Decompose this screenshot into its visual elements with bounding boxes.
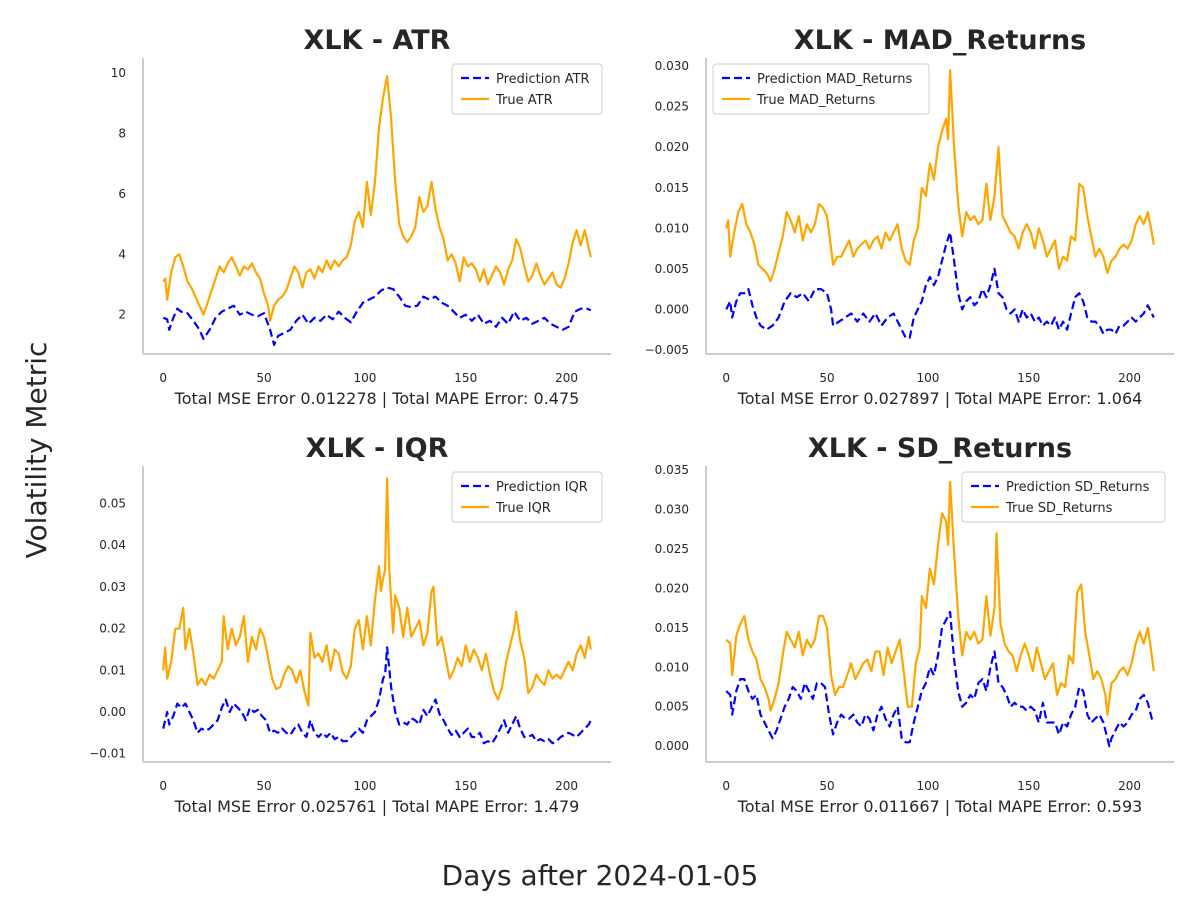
- figure-x-label: Days after 2024-01-05: [442, 859, 759, 892]
- y-tick-label: 0.05: [99, 497, 126, 511]
- true-line: [162, 477, 592, 707]
- subplot-2: 0 50 100 150 200 −0.005 0.000 0.005 0.010 0.015 0.…: [645, 25, 1174, 408]
- x-tick-label: 150: [1017, 779, 1040, 793]
- y-tick-label: 0.04: [99, 538, 126, 552]
- legend-box: [451, 471, 603, 523]
- legend-label: True SD_Returns: [1005, 501, 1113, 516]
- x-tick-label: 200: [1118, 779, 1141, 793]
- prediction-line: [725, 231, 1155, 339]
- y-tick-label: 0.005: [655, 262, 689, 276]
- y-tick-label: 0.020: [655, 140, 689, 154]
- x-tick-label: 0: [722, 779, 730, 793]
- y-tick-label: 0.01: [99, 663, 126, 677]
- x-tick-label: 50: [819, 779, 834, 793]
- y-tick-label: 0.000: [655, 302, 689, 316]
- subplot-x-label: Total MSE Error 0.025761 | Total MAPE Er…: [174, 797, 580, 816]
- prediction-line: [162, 646, 592, 745]
- y-tick-label: 0.025: [655, 542, 689, 556]
- y-tick-label: −0.005: [645, 343, 689, 357]
- y-tick-label: 0.015: [655, 181, 689, 195]
- legend: Prediction SD_Returns True SD_Returns: [961, 471, 1166, 523]
- legend-label: Prediction ATR: [496, 72, 590, 87]
- y-tick-label: 0.020: [655, 581, 689, 595]
- x-tick-label: 200: [555, 371, 578, 385]
- y-tick-label: −0.01: [89, 747, 126, 761]
- y-tick-label: 0.010: [655, 660, 689, 674]
- legend-label: True MAD_Returns: [756, 93, 876, 108]
- subplot-x-label: Total MSE Error 0.011667 | Total MAPE Er…: [737, 797, 1143, 816]
- legend: Prediction MAD_Returns True MAD_Returns: [712, 63, 930, 115]
- subplot-1: 0 50 100 150 200 2 4 6 8 10 XLK - ATR Total MSE Err…: [111, 25, 611, 408]
- legend-label: Prediction MAD_Returns: [757, 72, 912, 87]
- y-tick-label: 4: [118, 247, 126, 261]
- y-tick-label: 2: [118, 308, 126, 322]
- legend: Prediction ATR True ATR: [451, 63, 603, 115]
- legend-box: [712, 63, 930, 115]
- x-tick-label: 150: [454, 371, 477, 385]
- x-tick-label: 50: [819, 371, 834, 385]
- x-tick-label: 100: [353, 371, 376, 385]
- true-line: [162, 74, 592, 322]
- y-tick-label: 0.035: [655, 463, 689, 477]
- subplot-title: XLK - SD_Returns: [808, 433, 1072, 464]
- y-tick-label: 0.000: [655, 739, 689, 753]
- y-tick-label: 6: [118, 187, 126, 201]
- x-tick-label: 0: [722, 371, 730, 385]
- y-tick-label: 0.030: [655, 502, 689, 516]
- legend-label: Prediction SD_Returns: [1006, 480, 1150, 495]
- x-tick-label: 200: [1118, 371, 1141, 385]
- true-line: [725, 69, 1155, 283]
- subplot-x-label: Total MSE Error 0.027897 | Total MAPE Er…: [737, 389, 1143, 408]
- subplot-title: XLK - IQR: [306, 433, 449, 464]
- subplot-4: 0 50 100 150 200 0.000 0.005 0.010 0.015 0.020 0.0…: [655, 433, 1174, 816]
- y-tick-label: 0.00: [99, 705, 126, 719]
- legend-box: [451, 63, 603, 115]
- legend-label: True ATR: [495, 93, 553, 108]
- y-tick-label: 0.02: [99, 622, 126, 636]
- y-tick-label: 0.030: [655, 59, 689, 73]
- y-tick-label: 0.025: [655, 100, 689, 114]
- legend-label: Prediction IQR: [496, 480, 588, 495]
- x-tick-label: 100: [353, 779, 376, 793]
- legend: Prediction IQR True IQR: [451, 471, 603, 523]
- y-tick-label: 0.015: [655, 621, 689, 635]
- y-tick-label: 8: [118, 127, 126, 141]
- legend-label: True IQR: [495, 501, 551, 516]
- subplot-title: XLK - MAD_Returns: [794, 25, 1086, 56]
- x-tick-label: 150: [454, 779, 477, 793]
- x-tick-label: 150: [1017, 371, 1040, 385]
- x-tick-label: 200: [555, 779, 578, 793]
- x-tick-label: 0: [159, 371, 167, 385]
- x-tick-label: 50: [256, 371, 271, 385]
- subplot-3: 0 50 100 150 200 −0.01 0.00 0.01 0.02 0.03 0.04 0.0…: [89, 433, 611, 816]
- y-tick-label: 10: [111, 66, 126, 80]
- subplot-grid: 0 50 100 150 200 2 4 6 8 10 XLK - ATR Total MSE Err…: [89, 25, 1174, 816]
- x-tick-label: 100: [916, 779, 939, 793]
- subplot-x-label: Total MSE Error 0.012278 | Total MAPE Er…: [174, 389, 580, 408]
- true-line: [725, 480, 1155, 716]
- prediction-line: [162, 286, 592, 346]
- x-tick-label: 50: [256, 779, 271, 793]
- legend-box: [961, 471, 1166, 523]
- subplot-title: XLK - ATR: [304, 25, 451, 56]
- y-tick-label: 0.010: [655, 221, 689, 235]
- figure-y-label: Volatility Metric: [20, 342, 53, 559]
- y-tick-label: 0.005: [655, 700, 689, 714]
- prediction-line: [725, 610, 1155, 748]
- x-tick-label: 100: [916, 371, 939, 385]
- x-tick-label: 0: [159, 779, 167, 793]
- y-tick-label: 0.03: [99, 580, 126, 594]
